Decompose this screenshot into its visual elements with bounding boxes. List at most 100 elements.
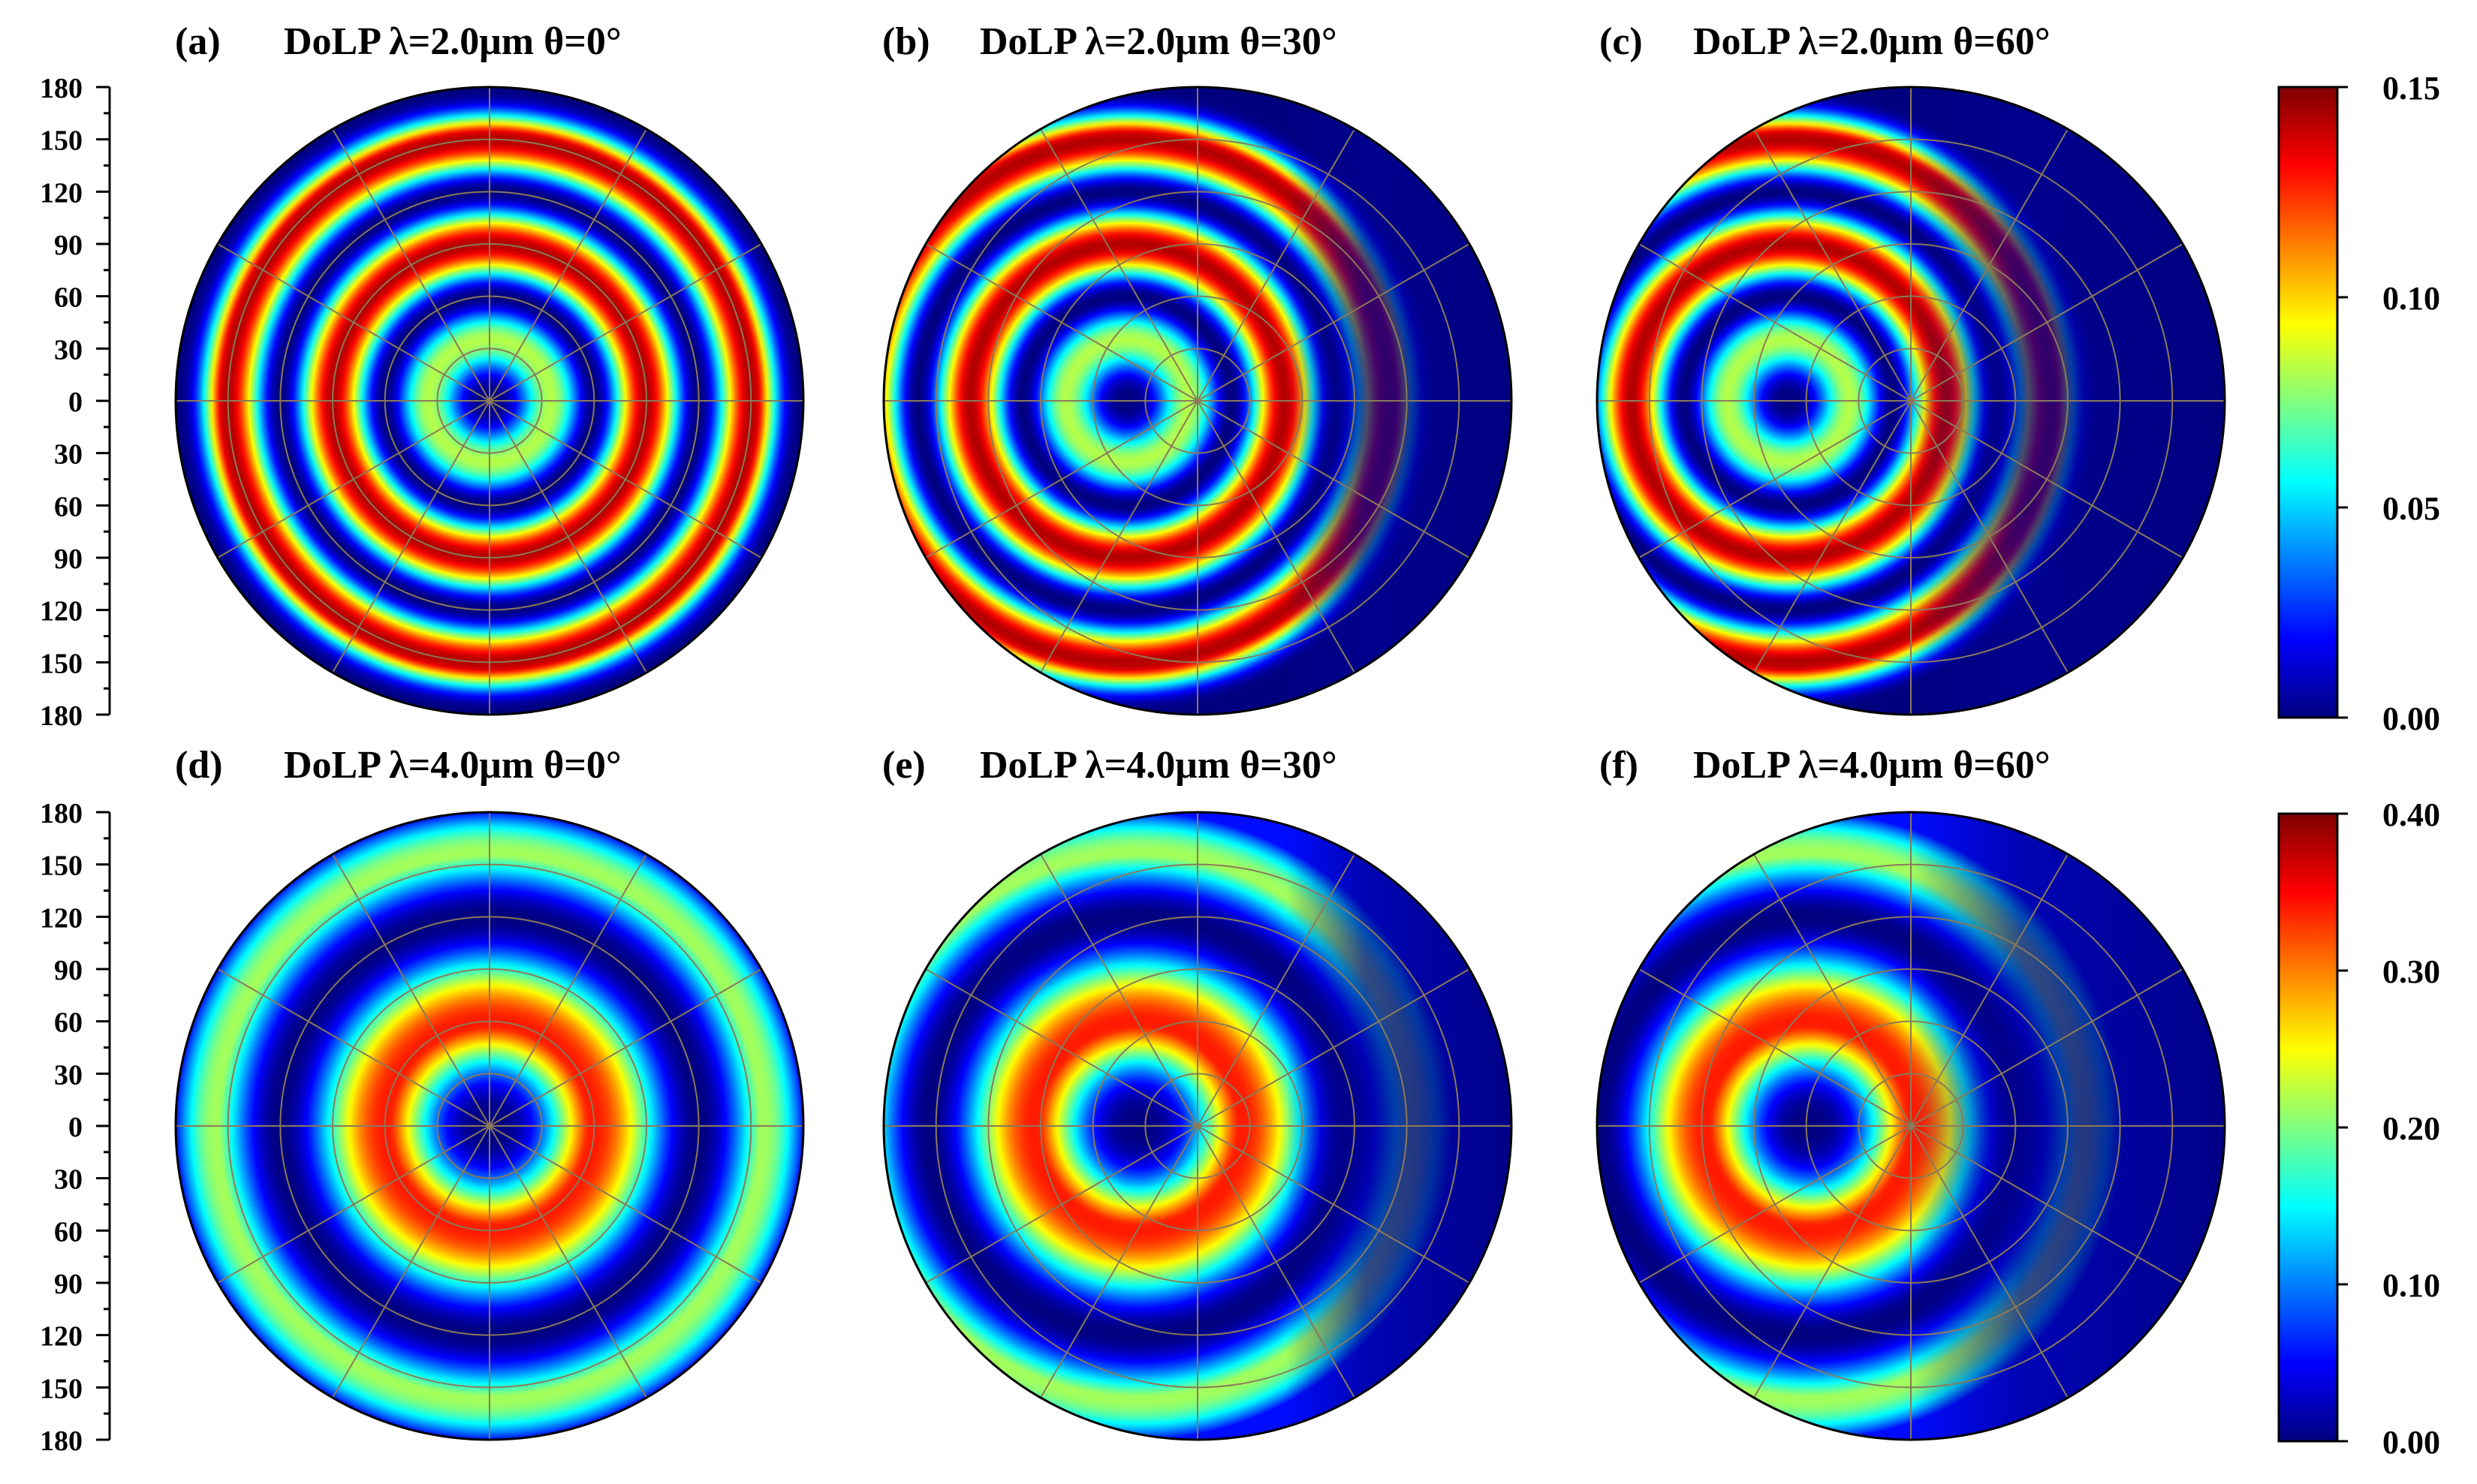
polar-panels-layer: (a) DoLP λ=2.0μm θ=0° (b) DoLP λ=2.0μm θ=30… bbox=[174, 20, 2226, 1441]
y-tick-label: 60 bbox=[54, 1216, 83, 1248]
colorbar-tick-label: 0.15 bbox=[2382, 70, 2440, 107]
y-tick-label: 180 bbox=[40, 73, 83, 104]
polar-grid-spoke bbox=[1197, 968, 1470, 1127]
y-tick-label: 90 bbox=[54, 1269, 83, 1300]
panel-label: (b) bbox=[882, 20, 930, 63]
polar-grid-spoke bbox=[1197, 853, 1355, 1127]
polar-grid-spoke bbox=[489, 400, 647, 673]
polar-grid-spoke bbox=[1910, 400, 2183, 558]
polar-grid-spoke bbox=[1040, 853, 1198, 1127]
y-tick-label: 180 bbox=[40, 1425, 83, 1457]
polar-panel-b: (b) DoLP λ=2.0μm θ=30° bbox=[882, 20, 1513, 716]
polar-grid-spoke bbox=[217, 1125, 490, 1284]
y-tick-label: 30 bbox=[54, 1059, 83, 1091]
polar-grid-spoke bbox=[489, 400, 762, 558]
panel-title: DoLP λ=2.0μm θ=30° bbox=[980, 20, 1337, 63]
panel-title: DoLP λ=4.0μm θ=60° bbox=[1693, 744, 2051, 787]
polar-outline bbox=[1596, 86, 2226, 716]
y-tick-label: 150 bbox=[40, 125, 83, 157]
panel-title: DoLP λ=2.0μm θ=0° bbox=[284, 20, 622, 63]
polar-grid-spoke bbox=[1910, 853, 2069, 1127]
polar-grid-spoke bbox=[332, 853, 490, 1127]
polar-grid-spoke bbox=[332, 400, 490, 673]
colorbar-tick-label: 0.40 bbox=[2382, 796, 2440, 833]
polar-grid-spoke bbox=[1197, 400, 1355, 673]
polar-grid-spoke bbox=[1753, 128, 1912, 402]
y-tick-label: 150 bbox=[40, 850, 83, 882]
polar-panel-c: (c) DoLP λ=2.0μm θ=60° bbox=[1596, 20, 2226, 716]
y-tick-label: 120 bbox=[40, 1321, 83, 1353]
panel-title: DoLP λ=2.0μm θ=60° bbox=[1693, 20, 2051, 63]
panel-label: (e) bbox=[882, 744, 926, 787]
polar-grid-spoke bbox=[1638, 243, 1912, 402]
panel-label: (a) bbox=[175, 20, 221, 63]
colorbar-1: 0.15 0.10 0.05 0.00 bbox=[2277, 70, 2440, 737]
polar-outline bbox=[882, 811, 1513, 1441]
polar-outline bbox=[174, 811, 805, 1441]
polar-grid-spoke bbox=[1753, 1125, 1912, 1398]
y-tick-label: 180 bbox=[40, 700, 83, 732]
y-axes-layer: 180 150 120 90 60 30 0 30 60 90 120 150 180 180 150 120… bbox=[40, 73, 111, 1457]
colorbars-layer: 0.15 0.10 0.05 0.00 0.40 0.30 0.20 0.10 0.00 bbox=[2277, 70, 2440, 1461]
y-tick-label: 30 bbox=[54, 439, 83, 471]
polar-grid-spoke bbox=[1197, 128, 1355, 402]
polar-grid-spoke bbox=[489, 853, 647, 1127]
polar-grid-spoke bbox=[925, 1125, 1198, 1284]
y-tick-label: 60 bbox=[54, 1007, 83, 1039]
polar-grid-spoke bbox=[1910, 1125, 2069, 1398]
panel-title: DoLP λ=4.0μm θ=30° bbox=[980, 744, 1337, 787]
polar-grid-spoke bbox=[1910, 1125, 2183, 1284]
y-tick-label: 90 bbox=[54, 230, 83, 261]
polar-grid-spoke bbox=[1040, 400, 1198, 673]
polar-grid-spoke bbox=[217, 243, 490, 402]
polar-grid-spoke bbox=[1197, 243, 1470, 402]
polar-grid-spoke bbox=[489, 1125, 762, 1284]
colorbar-tick-label: 0.30 bbox=[2382, 953, 2440, 990]
colorbar-tick-label: 0.00 bbox=[2382, 1424, 2440, 1461]
polar-panel-f: (f) DoLP λ=4.0μm θ=60° bbox=[1596, 744, 2226, 1441]
y-tick-label: 180 bbox=[40, 798, 83, 829]
polar-panel-d: (d) DoLP λ=4.0μm θ=0° bbox=[174, 744, 805, 1441]
colorbar-gradient bbox=[2277, 86, 2339, 719]
colorbar-tick-label: 0.00 bbox=[2382, 700, 2440, 737]
y-axis-2: 180 150 120 90 60 30 0 30 60 90 120 150 180 bbox=[40, 798, 111, 1457]
y-tick-label: 120 bbox=[40, 596, 83, 628]
polar-grid-spoke bbox=[489, 128, 647, 402]
polar-grid-spoke bbox=[1638, 968, 1912, 1127]
colorbar-tick-label: 0.10 bbox=[2382, 280, 2440, 317]
panel-label: (d) bbox=[175, 744, 223, 787]
polar-grid-spoke bbox=[925, 400, 1198, 558]
polar-grid-spoke bbox=[332, 1125, 490, 1398]
polar-grid-spoke bbox=[489, 1125, 647, 1398]
y-axis-1: 180 150 120 90 60 30 0 30 60 90 120 150 180 bbox=[40, 73, 111, 732]
y-tick-label: 120 bbox=[40, 177, 83, 209]
polar-grid-spoke bbox=[1753, 400, 1912, 673]
panel-title: DoLP λ=4.0μm θ=0° bbox=[284, 744, 622, 787]
polar-outline bbox=[1596, 811, 2226, 1441]
polar-grid-spoke bbox=[1638, 1125, 1912, 1284]
polar-grid-spoke bbox=[1910, 968, 2183, 1127]
y-tick-label: 150 bbox=[40, 1373, 83, 1404]
polar-grid-spoke bbox=[217, 968, 490, 1127]
y-tick-label: 60 bbox=[54, 491, 83, 522]
polar-grid-spoke bbox=[217, 400, 490, 558]
colorbar-gradient bbox=[2277, 812, 2339, 1443]
colorbar-tick-label: 0.10 bbox=[2382, 1267, 2440, 1304]
polar-grid-spoke bbox=[925, 243, 1198, 402]
panel-label: (f) bbox=[1599, 744, 1638, 787]
polar-grid-spoke bbox=[489, 968, 762, 1127]
polar-grid-spoke bbox=[1753, 853, 1912, 1127]
y-tick-label: 120 bbox=[40, 902, 83, 934]
polar-outline bbox=[882, 86, 1513, 716]
polar-grid-spoke bbox=[1910, 400, 2069, 673]
polar-grid-spoke bbox=[1040, 1125, 1198, 1398]
y-tick-label: 0 bbox=[68, 1112, 83, 1143]
polar-outline bbox=[174, 86, 805, 716]
polar-grid-spoke bbox=[925, 968, 1198, 1127]
y-tick-label: 60 bbox=[54, 282, 83, 314]
polar-grid-spoke bbox=[1197, 400, 1470, 558]
y-tick-label: 0 bbox=[68, 387, 83, 418]
y-tick-label: 90 bbox=[54, 543, 83, 575]
y-tick-label: 150 bbox=[40, 648, 83, 679]
colorbar-2: 0.40 0.30 0.20 0.10 0.00 bbox=[2277, 796, 2440, 1461]
